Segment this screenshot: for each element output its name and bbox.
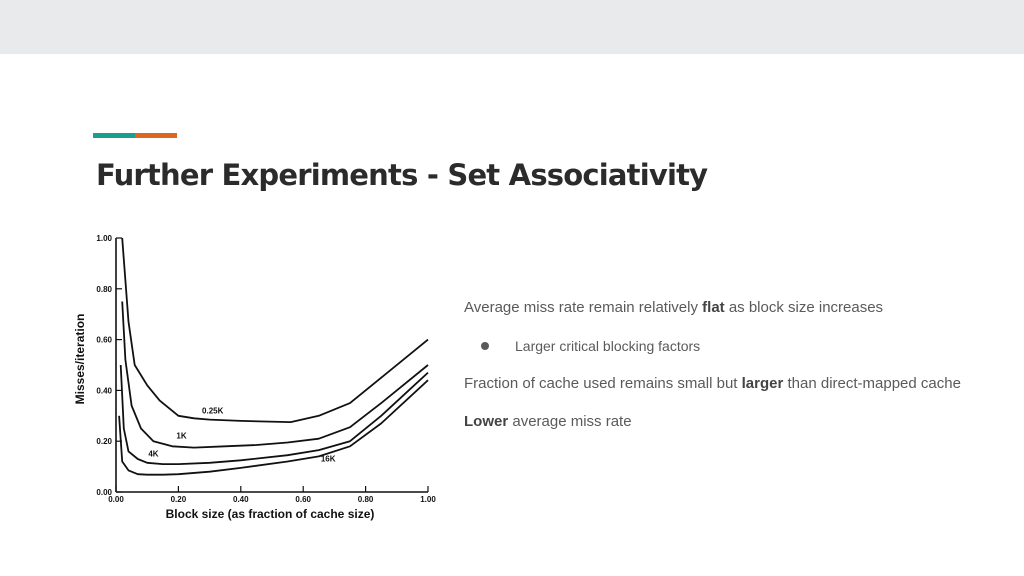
x-tick-label: 0.40	[233, 495, 249, 504]
x-tick-label: 0.00	[108, 495, 124, 504]
sub-bullet-blocking: Larger critical blocking factors	[515, 338, 700, 354]
bullet-lower: Lower average miss rate	[464, 413, 632, 430]
bullet-flat-bold: flat	[702, 299, 725, 316]
bullet-dot-icon	[481, 342, 489, 350]
y-tick-label: 0.80	[96, 285, 112, 294]
series-label-025k: 0.25K	[202, 406, 224, 415]
series-line-1k	[121, 301, 429, 449]
series-line-4k	[119, 364, 429, 465]
y-tick-label: 0.60	[96, 336, 112, 345]
series-line-025k	[121, 237, 429, 423]
bullet-lower-bold: Lower	[464, 413, 509, 430]
x-tick-label: 0.80	[358, 495, 374, 504]
series-line-16k	[118, 379, 429, 476]
bullet-flat-text-end: as block size increases	[724, 299, 884, 316]
accent-bar-orange	[135, 133, 177, 138]
bullet-fraction-text: Fraction of cache used remains small but	[464, 375, 742, 392]
y-tick-label: 1.00	[96, 234, 112, 243]
x-axis-label: Block size (as fraction of cache size)	[166, 507, 375, 521]
chart-series: 0.25K 1K 4K 16K	[118, 237, 429, 476]
x-tick-label: 0.60	[295, 495, 311, 504]
accent-bar-teal	[93, 133, 135, 138]
bullet-flat-text: Average miss rate remain relatively	[464, 299, 703, 316]
top-bar	[0, 0, 1024, 54]
chart-axes: 0.00 0.20 0.40 0.60 0.80 1.00 0.00 0.20 0.40 0.60…	[96, 234, 436, 504]
bullet-lower-text: average miss rate	[508, 413, 632, 430]
y-axis-label: Misses/iteration	[73, 314, 87, 405]
slide-title: Further Experiments - Set Associativity	[96, 158, 708, 192]
y-tick-label: 0.40	[96, 386, 112, 395]
sub-bullet-text: Larger critical blocking factors	[515, 338, 701, 354]
series-label-16k: 16K	[321, 455, 336, 464]
y-tick-label: 0.20	[96, 437, 112, 446]
bullet-fraction-text-end: than direct-mapped cache	[783, 375, 961, 392]
bullet-fraction-bold: larger	[741, 375, 784, 392]
miss-rate-chart: 0.00 0.20 0.40 0.60 0.80 1.00 0.00 0.20 0.40 0.60…	[73, 234, 436, 521]
series-label-1k: 1K	[176, 432, 186, 441]
series-label-4k: 4K	[148, 449, 158, 458]
y-tick-label: 0.00	[96, 488, 112, 497]
bullet-fraction: Fraction of cache used remains small but…	[464, 375, 961, 392]
x-tick-label: 1.00	[420, 495, 436, 504]
bullet-flat: Average miss rate remain relatively flat…	[464, 299, 883, 316]
x-tick-label: 0.20	[171, 495, 187, 504]
